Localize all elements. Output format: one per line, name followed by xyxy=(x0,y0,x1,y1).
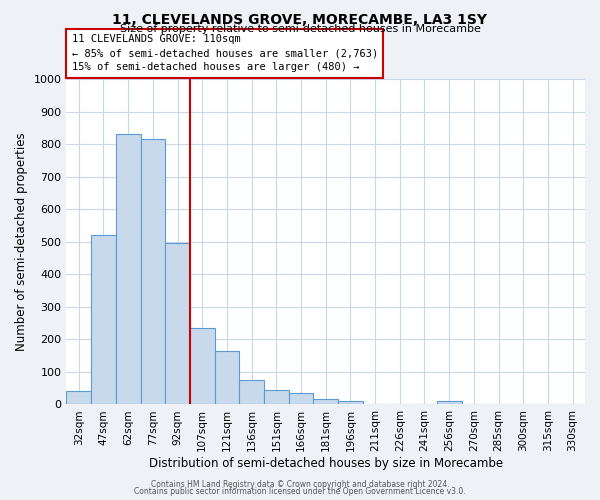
Bar xyxy=(140,139,165,404)
Bar xyxy=(239,380,264,404)
Y-axis label: Number of semi-detached properties: Number of semi-detached properties xyxy=(15,132,28,351)
Text: 11, CLEVELANDS GROVE, MORECAMBE, LA3 1SY: 11, CLEVELANDS GROVE, MORECAMBE, LA3 1SY xyxy=(113,12,487,26)
Bar xyxy=(313,398,338,404)
Text: Contains HM Land Registry data © Crown copyright and database right 2024.: Contains HM Land Registry data © Crown c… xyxy=(151,480,449,489)
Bar xyxy=(165,244,190,404)
Text: Size of property relative to semi-detached houses in Morecambe: Size of property relative to semi-detach… xyxy=(119,24,481,34)
Text: Contains public sector information licensed under the Open Government Licence v3: Contains public sector information licen… xyxy=(134,487,466,496)
Bar xyxy=(91,235,116,404)
Bar xyxy=(190,328,215,404)
Bar xyxy=(289,393,313,404)
X-axis label: Distribution of semi-detached houses by size in Morecambe: Distribution of semi-detached houses by … xyxy=(149,457,503,470)
Bar xyxy=(437,401,461,404)
Bar xyxy=(116,134,140,404)
Bar xyxy=(215,352,239,405)
Bar xyxy=(338,400,363,404)
Text: 11 CLEVELANDS GROVE: 110sqm
← 85% of semi-detached houses are smaller (2,763)
15: 11 CLEVELANDS GROVE: 110sqm ← 85% of sem… xyxy=(71,34,378,72)
Bar xyxy=(67,392,91,404)
Bar xyxy=(264,390,289,404)
